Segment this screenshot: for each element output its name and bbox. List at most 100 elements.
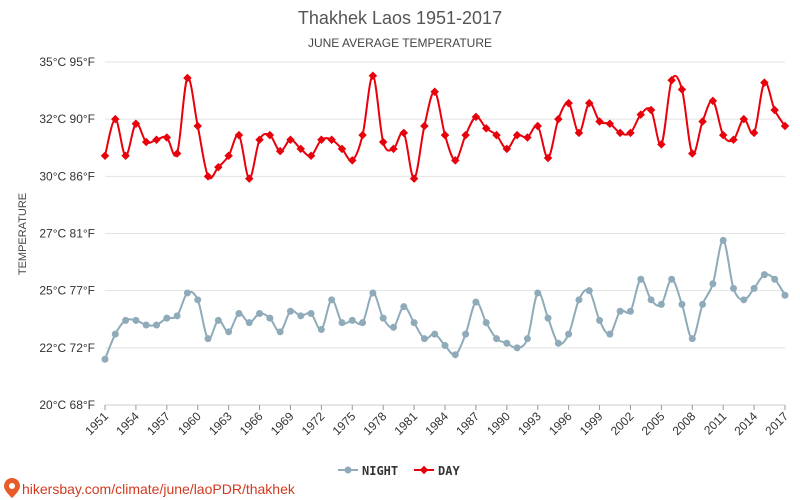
point-night-1969	[286, 307, 294, 315]
x-tick-label-1972: 1972	[299, 409, 328, 438]
point-night-1995	[554, 339, 562, 347]
point-day-1980	[399, 128, 409, 138]
point-day-1960	[193, 121, 202, 131]
legend-item-day[interactable]: DAY	[414, 464, 460, 478]
x-tick-label-2008: 2008	[670, 409, 699, 438]
point-night-1957	[163, 314, 171, 322]
point-night-2006	[668, 275, 676, 283]
point-day-1969	[286, 135, 295, 144]
point-night-1996	[565, 330, 573, 338]
point-night-2001	[616, 307, 624, 315]
point-night-1952	[111, 330, 119, 338]
point-night-1998	[585, 287, 593, 295]
point-night-1981	[410, 319, 418, 327]
point-day-1978	[378, 137, 388, 147]
point-night-1987	[472, 298, 480, 306]
point-night-1997	[575, 296, 583, 304]
point-night-1974	[338, 319, 346, 327]
series-layer	[100, 71, 790, 363]
y-tick-label-6: 35°C 95°F	[39, 55, 95, 69]
legend-night-label: NIGHT	[362, 464, 398, 478]
point-day-1979	[389, 144, 398, 154]
point-day-1972	[317, 135, 326, 144]
footer-link[interactable]: hikersbay.com/climate/june/laoPDR/thakhe…	[4, 478, 296, 498]
point-night-1956	[153, 321, 161, 329]
point-day-1999	[595, 117, 604, 126]
point-night-1953	[122, 316, 130, 324]
y-tick-label-3: 27°C 81°F	[39, 227, 95, 241]
point-night-1961	[204, 335, 212, 343]
point-day-2006	[667, 76, 676, 85]
y-axis: 20°C 68°F 22°C 72°F 25°C 77°F 27°C 81°F 30°C…	[39, 55, 95, 412]
x-tick-label-1975: 1975	[330, 409, 359, 438]
point-night-1965	[245, 319, 253, 327]
point-day-1956	[152, 135, 161, 144]
point-night-1972	[317, 326, 325, 334]
point-night-2005	[657, 300, 665, 308]
point-night-1963	[225, 328, 233, 336]
point-day-1954	[131, 119, 141, 128]
point-night-1982	[420, 335, 428, 343]
grid-lines	[105, 61, 785, 406]
point-night-2003	[637, 275, 645, 283]
point-day-1985	[451, 156, 460, 165]
point-night-2008	[688, 335, 696, 343]
point-day-1955	[141, 137, 151, 147]
point-night-1989	[493, 335, 501, 343]
point-day-1984	[440, 130, 450, 140]
point-day-1981	[409, 174, 419, 183]
point-day-1961	[203, 172, 213, 181]
point-day-1971	[306, 151, 316, 160]
point-day-1987	[471, 112, 481, 122]
point-day-1983	[430, 87, 439, 96]
point-night-1985	[451, 351, 459, 359]
point-day-2004	[646, 105, 656, 115]
point-night-1973	[328, 296, 336, 304]
point-day-1974	[337, 144, 347, 154]
point-day-1959	[183, 73, 192, 83]
x-tick-label-1954: 1954	[113, 409, 142, 438]
point-night-1971	[307, 310, 315, 318]
chart-title: Thakhek Laos 1951-2017	[298, 8, 502, 28]
point-day-1973	[327, 135, 336, 144]
x-tick-label-1960: 1960	[175, 409, 204, 438]
point-day-2007	[677, 85, 687, 94]
x-tick-label-2017: 2017	[762, 409, 791, 438]
point-night-1968	[276, 328, 284, 336]
x-tick-label-1957: 1957	[144, 409, 173, 438]
y-tick-label-4: 30°C 86°F	[39, 169, 95, 183]
y-axis-title: TEMPERATURE	[17, 193, 29, 275]
point-night-1970	[297, 312, 305, 320]
y-tick-label-5: 32°C 90°F	[39, 112, 95, 126]
point-night-1966	[256, 310, 264, 318]
point-day-1963	[224, 151, 233, 160]
point-night-1988	[482, 319, 490, 327]
point-day-2016	[770, 105, 779, 115]
point-night-1976	[359, 319, 367, 327]
point-day-1952	[111, 114, 120, 124]
point-night-1980	[400, 303, 408, 311]
x-tick-label-1987: 1987	[453, 409, 482, 438]
point-night-1986	[462, 330, 470, 338]
point-night-1954	[132, 316, 140, 324]
point-day-1975	[348, 156, 357, 165]
point-night-2015	[760, 271, 768, 279]
x-tick-label-1981: 1981	[391, 409, 420, 438]
point-night-1994	[544, 314, 552, 322]
point-day-1957	[162, 133, 172, 142]
x-tick-label-1990: 1990	[484, 409, 513, 438]
x-tick-label-2014: 2014	[731, 409, 760, 438]
x-tick-label-1999: 1999	[577, 409, 606, 438]
legend-item-night[interactable]: NIGHT	[338, 464, 398, 478]
point-day-1996	[564, 98, 573, 108]
point-day-1989	[492, 130, 501, 140]
point-day-2009	[698, 117, 707, 126]
point-night-1978	[379, 314, 387, 322]
point-night-1951	[101, 355, 109, 363]
point-day-1962	[214, 162, 223, 172]
point-day-1976	[358, 130, 367, 140]
series-day	[100, 71, 790, 183]
x-tick-label-2002: 2002	[608, 409, 637, 438]
point-night-2002	[626, 307, 634, 315]
